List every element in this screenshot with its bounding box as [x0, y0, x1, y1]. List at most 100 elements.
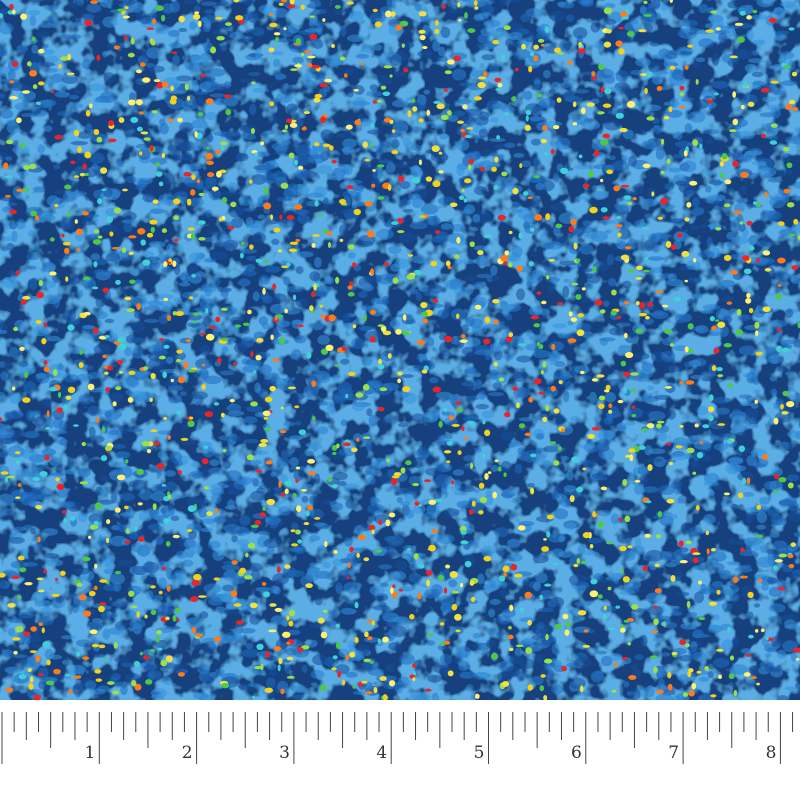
speck: [443, 88, 448, 92]
speck: [9, 3, 14, 10]
speck: [458, 18, 462, 22]
blob: [40, 214, 56, 222]
speck: [184, 83, 189, 91]
blob: [108, 429, 120, 436]
speck: [764, 267, 772, 272]
blob: [596, 91, 604, 98]
blob: [200, 16, 208, 23]
blob: [29, 15, 37, 27]
blob: [578, 343, 589, 350]
blob: [204, 177, 217, 188]
speck: [9, 80, 15, 84]
speck: [607, 586, 612, 591]
speck: [689, 180, 698, 186]
speck: [4, 175, 13, 179]
speck: [467, 28, 476, 33]
speck: [604, 389, 610, 393]
speck: [519, 607, 524, 613]
blob: [347, 34, 365, 43]
blob: [741, 585, 752, 594]
speck: [85, 110, 91, 117]
blob: [651, 73, 663, 85]
speck: [787, 554, 794, 559]
blob: [145, 256, 161, 261]
speck: [7, 602, 16, 608]
speck: [644, 533, 651, 538]
speck: [626, 30, 635, 37]
blob: [246, 255, 257, 261]
blob: [703, 481, 720, 487]
speck: [215, 508, 219, 514]
blob: [774, 271, 792, 282]
blob: [303, 384, 319, 397]
blob: [665, 562, 678, 568]
speck: [32, 84, 38, 90]
speck: [295, 529, 301, 535]
blob: [172, 664, 185, 674]
speck: [451, 480, 455, 485]
speck: [377, 164, 385, 168]
blob: [146, 590, 154, 600]
blob: [267, 115, 278, 125]
blob: [456, 165, 465, 176]
speck: [115, 386, 122, 391]
blob: [182, 559, 194, 567]
speck: [537, 38, 545, 43]
blob: [261, 172, 279, 184]
speck: [158, 355, 166, 360]
blob: [68, 1, 85, 8]
blob: [551, 643, 560, 655]
blob: [351, 337, 365, 350]
blob: [363, 381, 381, 394]
blob: [0, 195, 16, 202]
speck: [345, 394, 349, 399]
blob: [29, 527, 36, 535]
speck: [786, 162, 793, 169]
blob: [369, 496, 377, 506]
blob: [587, 537, 603, 544]
blob: [790, 274, 800, 284]
blob: [95, 297, 106, 308]
blob: [543, 263, 556, 272]
speck: [180, 437, 189, 441]
blob: [222, 460, 232, 469]
speck: [788, 27, 795, 31]
speck: [213, 402, 220, 406]
speck: [166, 585, 171, 592]
speck: [211, 186, 219, 191]
speck: [643, 14, 652, 17]
speck: [622, 576, 630, 583]
speck: [251, 81, 256, 85]
blob: [572, 27, 588, 39]
speck: [288, 609, 296, 617]
speck: [332, 452, 337, 456]
blob: [554, 360, 566, 368]
speck: [301, 645, 310, 650]
speck: [183, 171, 192, 177]
blob: [448, 4, 460, 15]
speck: [331, 159, 337, 164]
blob: [451, 68, 467, 81]
blob: [500, 431, 515, 441]
speck: [143, 137, 151, 141]
speck: [707, 99, 713, 104]
speck: [729, 270, 738, 275]
blob: [104, 318, 115, 324]
speck: [698, 580, 702, 585]
speck: [561, 666, 567, 672]
blob: [418, 284, 430, 292]
speck: [768, 18, 778, 23]
speck: [173, 238, 179, 242]
blob: [760, 237, 773, 247]
blob: [321, 499, 338, 506]
speck: [190, 189, 196, 196]
blob: [769, 532, 780, 538]
blob: [548, 350, 561, 362]
speck: [650, 655, 658, 659]
blob: [487, 301, 495, 312]
speck: [625, 352, 634, 359]
speck: [160, 14, 166, 22]
blob: [788, 501, 800, 512]
speck: [711, 326, 717, 331]
blob: [294, 154, 311, 166]
